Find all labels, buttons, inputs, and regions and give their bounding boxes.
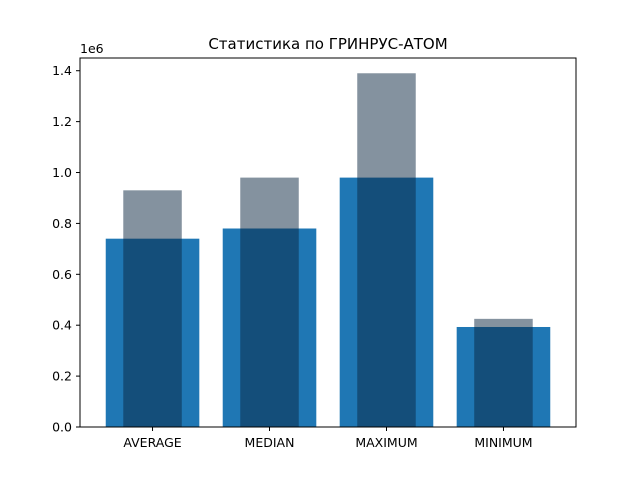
x-axis: AVERAGE MEDIAN MAXIMUM MINIMUM xyxy=(123,427,533,450)
y-tick-label: 1.2 xyxy=(52,114,72,129)
bar-series-2-median xyxy=(240,177,299,427)
x-tick-label: MINIMUM xyxy=(474,435,532,450)
y-tick-label: 0.2 xyxy=(52,369,72,384)
x-tick-label: AVERAGE xyxy=(123,435,181,450)
bars-series-2 xyxy=(123,73,533,427)
y-tick-label: 0.0 xyxy=(52,420,72,435)
chart-title: Статистика по ГРИНРУС-АТОМ xyxy=(208,35,447,53)
bar-series-2-maximum xyxy=(357,73,416,427)
x-tick-label: MEDIAN xyxy=(245,435,295,450)
bar-series-2-minimum xyxy=(474,318,533,427)
y-axis: 0.0 0.2 0.4 0.6 0.8 1.0 1.2 1.4 xyxy=(52,63,80,435)
y-tick-label: 0.6 xyxy=(52,267,72,282)
x-tick-label: MAXIMUM xyxy=(355,435,417,450)
y-tick-label: 1.4 xyxy=(52,63,72,78)
y-offset-label: 1e6 xyxy=(80,41,104,56)
plot-frame xyxy=(79,57,577,428)
bar-series-2-average xyxy=(123,190,182,427)
y-tick-label: 1.0 xyxy=(52,165,72,180)
y-tick-label: 0.8 xyxy=(52,216,72,231)
y-tick-label: 0.4 xyxy=(52,318,72,333)
